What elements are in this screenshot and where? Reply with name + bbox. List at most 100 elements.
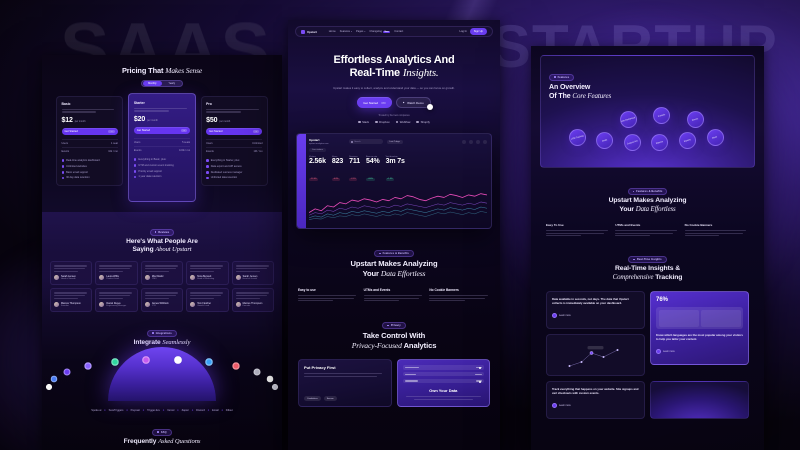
settings-row[interactable]	[402, 378, 484, 384]
integration-logo-icon[interactable]	[232, 362, 240, 371]
billing-period-toggle[interactable]: Monthly Yearly	[141, 80, 183, 87]
plan-cta-button[interactable]: Get Started →	[133, 126, 191, 134]
feature-bubble[interactable]: UTM Tracking	[568, 129, 586, 147]
feature-bubble[interactable]: Reports	[651, 134, 669, 152]
integration-logo-icon[interactable]	[142, 356, 150, 364]
integration-name[interactable]: Email	[212, 408, 219, 412]
chip-secure[interactable]: Secure	[323, 396, 337, 402]
navbar[interactable]: Upstart Home Features ▾ Pages ▾ Changelog N…	[295, 26, 493, 37]
insight-card-track-everything[interactable]: Track everything that happens on your we…	[546, 381, 645, 420]
testimonial-card[interactable]: Sarah Jensen Head of Growth	[50, 260, 93, 285]
integration-logo-icon[interactable]	[174, 356, 182, 364]
testimonial-card[interactable]: James Whitlock CTO	[140, 287, 184, 312]
row-toggle[interactable]	[475, 366, 482, 370]
integration-logo-icon[interactable]	[50, 375, 58, 383]
testimonial-card[interactable]: Nora Bennett Head of Marketing	[186, 260, 229, 285]
insight-card-languages[interactable]: 76% Know which languages are the most po…	[650, 291, 749, 366]
plan-feature-label: 1 year data retention	[138, 175, 162, 179]
preview-panel-landing[interactable]: Upstart Home Features ▾ Pages ▾ Changelog N…	[288, 20, 500, 450]
learn-more-link[interactable]: Learn more	[656, 349, 675, 355]
integrations-section: Integrations Integrate Seamlessly Spoke.…	[42, 321, 282, 412]
integration-name[interactable]: Discord	[196, 408, 205, 412]
pricing-card-pro[interactable]: Pro $50 per month Get Started → Users Un…	[200, 96, 268, 186]
feature-bubble[interactable]: Events	[686, 111, 704, 129]
integration-name[interactable]: Zapier	[181, 408, 189, 412]
chip-cookieless[interactable]: Cookieless	[304, 396, 321, 402]
learn-more-label: Learn more	[559, 314, 571, 317]
integration-logo-icon[interactable]	[266, 375, 274, 383]
integration-logo-icon[interactable]	[253, 368, 261, 376]
watch-demo-button[interactable]: ▶ Watch Demo	[395, 97, 433, 111]
learn-more-link[interactable]: Learn more	[552, 313, 571, 319]
separator-icon: ✦	[221, 408, 224, 412]
feature-bubble[interactable]: Goals	[596, 132, 614, 150]
integration-name[interactable]: Spoke.ai	[91, 408, 102, 412]
settings-row[interactable]	[402, 372, 484, 377]
testimonial-card[interactable]: Sarah Jensen Head of Growth	[231, 260, 275, 285]
preview-panel-pricing[interactable]: Pricing That Makes Sense Monthly Yearly …	[42, 55, 282, 450]
feature-bubble[interactable]: Custom API	[623, 134, 641, 152]
toggle-yearly[interactable]: Yearly	[168, 82, 176, 85]
navbar-brand[interactable]: Upstart	[301, 29, 317, 34]
dashboard-mockup[interactable]: Upstart upstart.analytics.com Search Las…	[296, 133, 492, 230]
pricing-card-starter[interactable]: Starter $20 per month Get Started → User…	[128, 93, 196, 202]
more-icon[interactable]	[483, 139, 487, 144]
nav-link-pages[interactable]: Pages ▾	[355, 30, 366, 33]
integration-name[interactable]: Vercel	[167, 408, 175, 412]
feature-bubble[interactable]: Funnels	[653, 107, 671, 125]
nav-link-home[interactable]: Home	[328, 30, 336, 33]
chart-svg	[309, 193, 487, 221]
integration-logo-icon[interactable]	[46, 383, 53, 391]
testimonial-card[interactable]: Marcus Thompson Founder	[50, 287, 93, 312]
testimonial-card[interactable]: Marcus Thompson Founder	[231, 287, 275, 312]
integration-logo-icon[interactable]	[205, 358, 213, 366]
nav-link-features[interactable]: Features ▾	[339, 30, 352, 33]
testimonial-card[interactable]: Tom Fletcher Growth Lead	[186, 287, 229, 312]
feature-bubble[interactable]: Live Dashboard	[619, 111, 637, 129]
integration-name[interactable]: SureTriggers	[108, 408, 124, 412]
nav-link-changelog[interactable]: Changelog New	[369, 30, 391, 33]
integration-name[interactable]: Fillout	[225, 408, 233, 412]
testimonial-card[interactable]: Laura Willis Product Lead	[95, 260, 138, 285]
integration-logo-icon[interactable]	[111, 358, 119, 366]
privacy-chip-row[interactable]: Cookieless Secure	[304, 396, 386, 402]
testimonial-card[interactable]: Mia Okafor CMO	[140, 260, 184, 285]
pricing-card-basic[interactable]: Basic $12 per month Get Started → Users …	[56, 96, 124, 186]
row-toggle[interactable]	[475, 380, 482, 384]
settings-icon[interactable]	[469, 139, 473, 144]
testimonial-card[interactable]: Daniel Reyes Engineering Manager	[95, 287, 138, 312]
integration-logo-icon[interactable]	[271, 383, 278, 391]
feature-bubble[interactable]: Alerts	[706, 129, 724, 147]
insight-card-radial[interactable]	[650, 381, 749, 420]
hero-cta-group[interactable]: Get Started → ▶ Watch Demo	[302, 97, 486, 111]
plan-cta-button[interactable]: Get Started →	[206, 127, 263, 135]
integration-name[interactable]: Paycast	[130, 408, 140, 412]
feature-bubble[interactable]: Exports	[679, 132, 697, 150]
signup-button[interactable]: Sign Up	[469, 28, 487, 35]
navbar-links[interactable]: Home Features ▾ Pages ▾ Changelog New Contac…	[329, 30, 403, 33]
integration-name[interactable]: Trigger.dev	[147, 408, 160, 412]
preview-panel-features[interactable]: Features An Overview Of The Core Feature…	[531, 46, 764, 450]
dashboard-icon-group[interactable]	[462, 139, 487, 144]
live-visitors-tab[interactable]: Live visitors	[309, 148, 326, 153]
learn-more-link[interactable]: Learn more	[552, 403, 571, 409]
expand-icon[interactable]	[476, 139, 480, 144]
privacy-card-own-data[interactable]: Own Your Data	[396, 359, 490, 408]
share-icon[interactable]	[462, 139, 466, 144]
plan-cta-button[interactable]: Get Started →	[61, 127, 118, 135]
toggle-monthly[interactable]: Monthly	[143, 81, 162, 86]
settings-row[interactable]	[402, 365, 484, 370]
integration-logo-icon[interactable]	[63, 368, 71, 376]
login-link[interactable]: Log In	[459, 30, 467, 33]
privacy-card-first[interactable]: Put Privacy First Cookieless Secure	[298, 359, 392, 408]
stat-delta: -12.4%	[309, 177, 319, 181]
insight-card-data-seconds[interactable]: Data available in seconds, not days. The…	[546, 291, 645, 330]
integration-logo-icon[interactable]	[84, 362, 92, 371]
date-filter-chip[interactable]: Last 7 days	[386, 139, 403, 144]
nav-link-contact[interactable]: Contact	[394, 30, 404, 33]
dashboard-search-input[interactable]: Search	[348, 139, 383, 145]
get-started-button[interactable]: Get Started →	[357, 97, 392, 109]
insight-card-node-graph[interactable]	[546, 334, 645, 377]
navbar-actions[interactable]: Log In Sign Up	[459, 28, 487, 35]
author-role: Head of Growth	[242, 278, 258, 281]
